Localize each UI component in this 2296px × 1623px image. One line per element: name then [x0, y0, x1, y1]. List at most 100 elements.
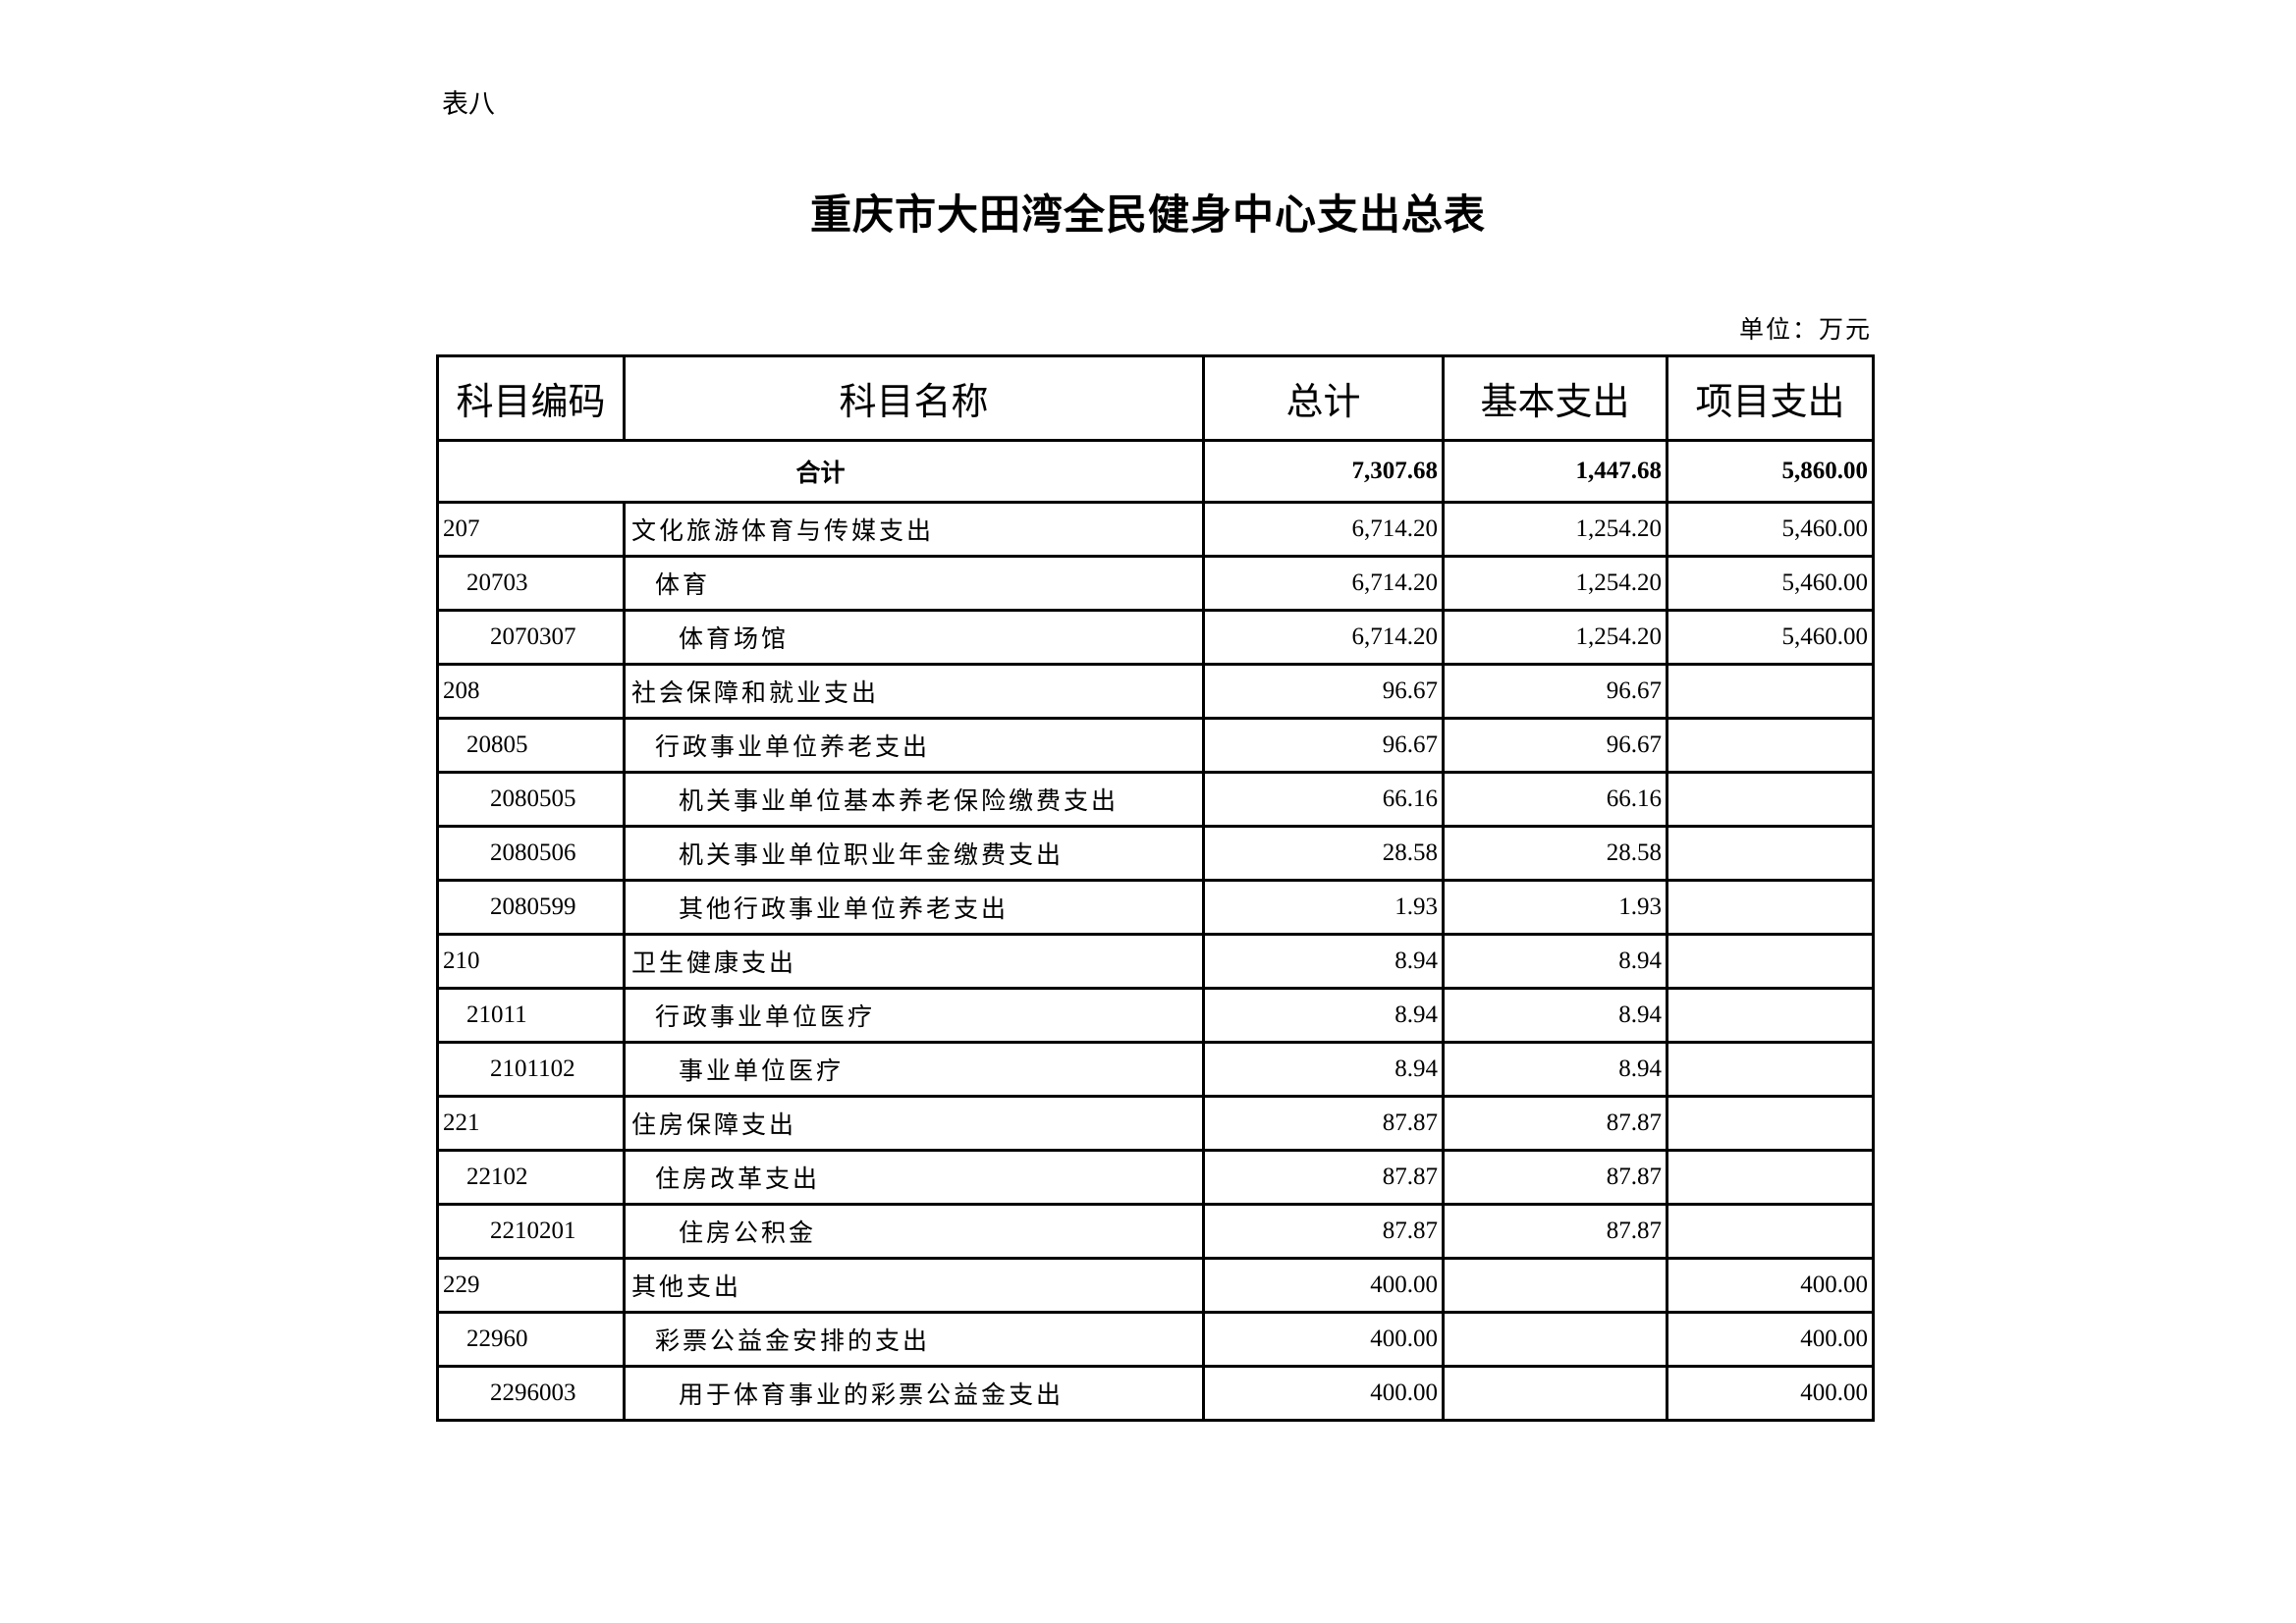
row-basic: 1,254.20 — [1442, 555, 1668, 612]
row-project — [1666, 1041, 1875, 1098]
row-project — [1666, 987, 1875, 1044]
row-code: 20805 — [436, 717, 626, 774]
row-total: 28.58 — [1202, 825, 1445, 882]
row-name: 住房改革支出 — [623, 1149, 1205, 1206]
table-row: 2296003 用于体育事业的彩票公益金支出 400.00 400.00 — [436, 1365, 1875, 1422]
row-basic: 8.94 — [1442, 1041, 1668, 1098]
row-code: 2080505 — [436, 771, 626, 828]
row-total: 400.00 — [1202, 1365, 1445, 1422]
table-row: 2080505 机关事业单位基本养老保险缴费支出 66.16 66.16 — [436, 771, 1875, 828]
expenditure-table: 科目编码 科目名称 总计 基本支出 项目支出 合计 7,307.68 1,447… — [436, 354, 1875, 1422]
table-row: 20805 行政事业单位养老支出 96.67 96.67 — [436, 717, 1875, 774]
row-total: 6,714.20 — [1202, 609, 1445, 666]
header-code: 科目编码 — [436, 354, 626, 442]
row-basic: 8.94 — [1442, 933, 1668, 990]
row-project — [1666, 717, 1875, 774]
table-row: 2101102 事业单位医疗 8.94 8.94 — [436, 1041, 1875, 1098]
row-total: 400.00 — [1202, 1311, 1445, 1368]
row-code: 2296003 — [436, 1365, 626, 1422]
row-project: 400.00 — [1666, 1257, 1875, 1314]
row-project — [1666, 1095, 1875, 1152]
row-name: 机关事业单位职业年金缴费支出 — [623, 825, 1205, 882]
table-row: 2080506 机关事业单位职业年金缴费支出 28.58 28.58 — [436, 825, 1875, 882]
row-total: 87.87 — [1202, 1095, 1445, 1152]
table-row: 229 其他支出 400.00 400.00 — [436, 1257, 1875, 1314]
row-name: 机关事业单位基本养老保险缴费支出 — [623, 771, 1205, 828]
row-code: 2210201 — [436, 1203, 626, 1260]
row-total: 8.94 — [1202, 933, 1445, 990]
row-basic: 87.87 — [1442, 1095, 1668, 1152]
table-row: 20703 体育 6,714.20 1,254.20 5,460.00 — [436, 555, 1875, 612]
table-row: 21011 行政事业单位医疗 8.94 8.94 — [436, 987, 1875, 1044]
row-project: 5,460.00 — [1666, 609, 1875, 666]
row-project — [1666, 663, 1875, 720]
row-basic: 28.58 — [1442, 825, 1668, 882]
row-total: 400.00 — [1202, 1257, 1445, 1314]
total-label: 合计 — [436, 439, 1205, 504]
row-project — [1666, 933, 1875, 990]
row-code: 2080599 — [436, 879, 626, 936]
row-name: 彩票公益金安排的支出 — [623, 1311, 1205, 1368]
row-total: 8.94 — [1202, 987, 1445, 1044]
row-total: 66.16 — [1202, 771, 1445, 828]
row-project: 400.00 — [1666, 1311, 1875, 1368]
row-project: 5,460.00 — [1666, 555, 1875, 612]
unit-label: 单位：万元 — [1738, 317, 1872, 344]
header-project: 项目支出 — [1666, 354, 1875, 442]
row-name: 文化旅游体育与传媒支出 — [623, 501, 1205, 558]
row-basic: 66.16 — [1442, 771, 1668, 828]
row-code: 229 — [436, 1257, 626, 1314]
table-row: 221 住房保障支出 87.87 87.87 — [436, 1095, 1875, 1152]
row-name: 住房保障支出 — [623, 1095, 1205, 1152]
table-row: 2080599 其他行政事业单位养老支出 1.93 1.93 — [436, 879, 1875, 936]
row-name: 社会保障和就业支出 — [623, 663, 1205, 720]
row-code: 21011 — [436, 987, 626, 1044]
row-basic: 87.87 — [1442, 1149, 1668, 1206]
total-project: 5,860.00 — [1666, 439, 1875, 504]
row-basic — [1442, 1257, 1668, 1314]
header-name: 科目名称 — [623, 354, 1205, 442]
row-name: 行政事业单位医疗 — [623, 987, 1205, 1044]
row-basic: 96.67 — [1442, 663, 1668, 720]
table-row: 2210201 住房公积金 87.87 87.87 — [436, 1203, 1875, 1260]
row-code: 208 — [436, 663, 626, 720]
row-basic: 96.67 — [1442, 717, 1668, 774]
row-total: 8.94 — [1202, 1041, 1445, 1098]
row-project — [1666, 771, 1875, 828]
row-project — [1666, 879, 1875, 936]
row-name: 住房公积金 — [623, 1203, 1205, 1260]
row-basic: 87.87 — [1442, 1203, 1668, 1260]
table-row: 210 卫生健康支出 8.94 8.94 — [436, 933, 1875, 990]
row-total: 96.67 — [1202, 717, 1445, 774]
row-code: 221 — [436, 1095, 626, 1152]
header-basic: 基本支出 — [1442, 354, 1668, 442]
row-project — [1666, 1203, 1875, 1260]
row-total: 87.87 — [1202, 1149, 1445, 1206]
row-name: 卫生健康支出 — [623, 933, 1205, 990]
table-number-label: 表八 — [442, 89, 495, 119]
row-project: 400.00 — [1666, 1365, 1875, 1422]
row-total: 87.87 — [1202, 1203, 1445, 1260]
row-code: 2070307 — [436, 609, 626, 666]
row-total: 1.93 — [1202, 879, 1445, 936]
header-row: 科目编码 科目名称 总计 基本支出 项目支出 — [436, 354, 1875, 442]
row-code: 2080506 — [436, 825, 626, 882]
row-code: 22102 — [436, 1149, 626, 1206]
row-total: 96.67 — [1202, 663, 1445, 720]
table-row: 22102 住房改革支出 87.87 87.87 — [436, 1149, 1875, 1206]
row-total: 6,714.20 — [1202, 555, 1445, 612]
row-project: 5,460.00 — [1666, 501, 1875, 558]
row-name: 体育场馆 — [623, 609, 1205, 666]
total-total: 7,307.68 — [1202, 439, 1445, 504]
table-row: 208 社会保障和就业支出 96.67 96.67 — [436, 663, 1875, 720]
row-code: 22960 — [436, 1311, 626, 1368]
table-row: 207 文化旅游体育与传媒支出 6,714.20 1,254.20 5,460.00 — [436, 501, 1875, 558]
row-code: 20703 — [436, 555, 626, 612]
page-title: 重庆市大田湾全民健身中心支出总表 — [809, 193, 1486, 239]
row-code: 207 — [436, 501, 626, 558]
total-row: 合计 7,307.68 1,447.68 5,860.00 — [436, 439, 1875, 504]
row-name: 体育 — [623, 555, 1205, 612]
row-code: 210 — [436, 933, 626, 990]
total-basic: 1,447.68 — [1442, 439, 1668, 504]
row-total: 6,714.20 — [1202, 501, 1445, 558]
